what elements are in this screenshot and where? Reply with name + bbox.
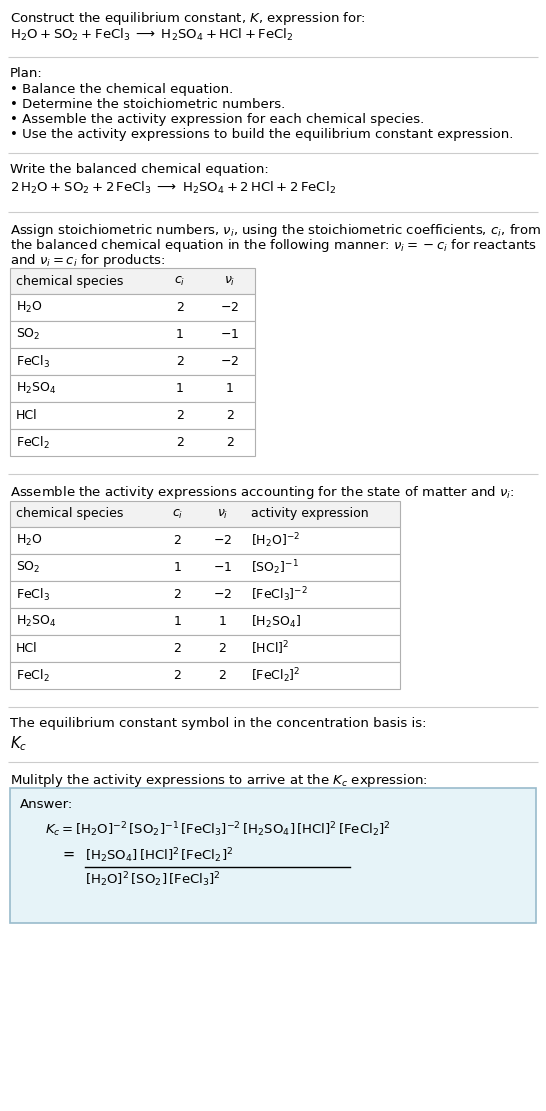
Text: • Use the activity expressions to build the equilibrium constant expression.: • Use the activity expressions to build … [10, 128, 513, 141]
Bar [10, 788, 536, 923]
Text: • Balance the chemical equation.: • Balance the chemical equation. [10, 83, 233, 96]
Text: $\mathrm{H_2SO_4}$: $\mathrm{H_2SO_4}$ [16, 614, 56, 629]
Text: $[\mathrm{H_2O}]^2\,[\mathrm{SO_2}]\,[\mathrm{FeCl_3}]^2$: $[\mathrm{H_2O}]^2\,[\mathrm{SO_2}]\,[\m… [85, 870, 221, 889]
Text: 1: 1 [174, 615, 181, 628]
Text: 2: 2 [174, 669, 181, 682]
Text: $\mathrm{FeCl_3}$: $\mathrm{FeCl_3}$ [16, 353, 50, 370]
Bar [10, 376, 255, 402]
Text: $[\mathrm{H_2O}]^{-2}$: $[\mathrm{H_2O}]^{-2}$ [251, 531, 300, 550]
Text: activity expression: activity expression [251, 508, 369, 520]
Text: 2: 2 [226, 436, 234, 449]
Bar [10, 635, 400, 662]
Bar [10, 581, 400, 608]
Text: $-1$: $-1$ [221, 328, 240, 341]
Text: $c_i$: $c_i$ [172, 508, 183, 521]
Text: Plan:: Plan: [10, 67, 43, 80]
Text: Write the balanced chemical equation:: Write the balanced chemical equation: [10, 163, 269, 176]
Text: 1: 1 [176, 382, 184, 396]
Text: chemical species: chemical species [16, 274, 123, 288]
Text: $\mathrm{SO_2}$: $\mathrm{SO_2}$ [16, 560, 40, 575]
Bar [10, 662, 400, 689]
Text: $-2$: $-2$ [213, 534, 232, 547]
Text: $c_i$: $c_i$ [174, 274, 186, 288]
Text: $K_c$: $K_c$ [10, 734, 27, 752]
Text: 2: 2 [176, 409, 184, 422]
Text: and $\nu_i = c_i$ for products:: and $\nu_i = c_i$ for products: [10, 252, 165, 269]
Text: 2: 2 [174, 642, 181, 655]
Text: $\nu_i$: $\nu_i$ [224, 274, 236, 288]
Bar [10, 294, 255, 321]
Text: 1: 1 [218, 615, 227, 628]
Text: 1: 1 [226, 382, 234, 396]
Text: 2: 2 [218, 669, 227, 682]
Bar [10, 429, 255, 456]
Text: 2: 2 [218, 642, 227, 655]
Text: 2: 2 [176, 436, 184, 449]
Text: $-2$: $-2$ [221, 356, 240, 368]
Text: $[\mathrm{FeCl_2}]^2$: $[\mathrm{FeCl_2}]^2$ [251, 667, 301, 684]
Text: 2: 2 [176, 356, 184, 368]
Text: $\mathrm{FeCl_2}$: $\mathrm{FeCl_2}$ [16, 668, 50, 683]
Text: $\mathrm{2\,H_2O + SO_2 + 2\,FeCl_3 \;\longrightarrow\; H_2SO_4 + 2\,HCl + 2\,Fe: $\mathrm{2\,H_2O + SO_2 + 2\,FeCl_3 \;\l… [10, 180, 336, 197]
Text: Construct the equilibrium constant, $K$, expression for:: Construct the equilibrium constant, $K$,… [10, 10, 366, 27]
Text: $=$: $=$ [60, 845, 75, 861]
Text: $\mathrm{H_2O}$: $\mathrm{H_2O}$ [16, 300, 43, 316]
Text: $[\mathrm{H_2SO_4}]$: $[\mathrm{H_2SO_4}]$ [251, 613, 301, 630]
Text: 2: 2 [176, 301, 184, 314]
Text: 2: 2 [174, 588, 181, 601]
Text: chemical species: chemical species [16, 508, 123, 520]
Text: $-1$: $-1$ [213, 561, 232, 574]
Text: The equilibrium constant symbol in the concentration basis is:: The equilibrium constant symbol in the c… [10, 717, 426, 730]
Bar [10, 554, 400, 581]
Bar [10, 402, 255, 429]
Text: Assemble the activity expressions accounting for the state of matter and $\nu_i$: Assemble the activity expressions accoun… [10, 484, 515, 501]
Text: Mulitply the activity expressions to arrive at the $K_c$ expression:: Mulitply the activity expressions to arr… [10, 772, 428, 789]
Bar [10, 501, 400, 527]
Bar [10, 527, 400, 554]
Text: $[\mathrm{FeCl_3}]^{-2}$: $[\mathrm{FeCl_3}]^{-2}$ [251, 585, 308, 604]
Text: $\mathrm{SO_2}$: $\mathrm{SO_2}$ [16, 327, 40, 342]
Text: $\mathrm{H_2O}$: $\mathrm{H_2O}$ [16, 533, 43, 548]
Text: $[\mathrm{HCl}]^2$: $[\mathrm{HCl}]^2$ [251, 640, 289, 658]
Text: the balanced chemical equation in the following manner: $\nu_i = -c_i$ for react: the balanced chemical equation in the fo… [10, 237, 537, 254]
Text: $[\mathrm{H_2SO_4}]\,[\mathrm{HCl}]^2\,[\mathrm{FeCl_2}]^2$: $[\mathrm{H_2SO_4}]\,[\mathrm{HCl}]^2\,[… [85, 845, 233, 864]
Text: $\nu_i$: $\nu_i$ [217, 508, 228, 521]
Text: 1: 1 [174, 561, 181, 574]
Bar [10, 268, 255, 294]
Text: • Assemble the activity expression for each chemical species.: • Assemble the activity expression for e… [10, 113, 424, 126]
Text: $K_c = [\mathrm{H_2O}]^{-2}\,[\mathrm{SO_2}]^{-1}\,[\mathrm{FeCl_3}]^{-2}\,[\mat: $K_c = [\mathrm{H_2O}]^{-2}\,[\mathrm{SO… [45, 820, 390, 839]
Text: HCl: HCl [16, 642, 38, 655]
Text: $-2$: $-2$ [221, 301, 240, 314]
Text: $\mathrm{H_2SO_4}$: $\mathrm{H_2SO_4}$ [16, 381, 56, 396]
Text: $\mathrm{FeCl_2}$: $\mathrm{FeCl_2}$ [16, 434, 50, 451]
Text: 2: 2 [226, 409, 234, 422]
Bar [10, 321, 255, 348]
Text: • Determine the stoichiometric numbers.: • Determine the stoichiometric numbers. [10, 98, 285, 111]
Text: HCl: HCl [16, 409, 38, 422]
Text: $-2$: $-2$ [213, 588, 232, 601]
Bar [10, 348, 255, 376]
Text: $[\mathrm{SO_2}]^{-1}$: $[\mathrm{SO_2}]^{-1}$ [251, 558, 299, 577]
Text: Answer:: Answer: [20, 798, 73, 811]
Text: $\mathrm{FeCl_3}$: $\mathrm{FeCl_3}$ [16, 587, 50, 602]
Bar [10, 608, 400, 635]
Text: $\mathrm{H_2O + SO_2 + FeCl_3 \;\longrightarrow\; H_2SO_4 + HCl + FeCl_2}$: $\mathrm{H_2O + SO_2 + FeCl_3 \;\longrig… [10, 27, 294, 43]
Text: Assign stoichiometric numbers, $\nu_i$, using the stoichiometric coefficients, $: Assign stoichiometric numbers, $\nu_i$, … [10, 222, 541, 239]
Text: 1: 1 [176, 328, 184, 341]
Text: 2: 2 [174, 534, 181, 547]
